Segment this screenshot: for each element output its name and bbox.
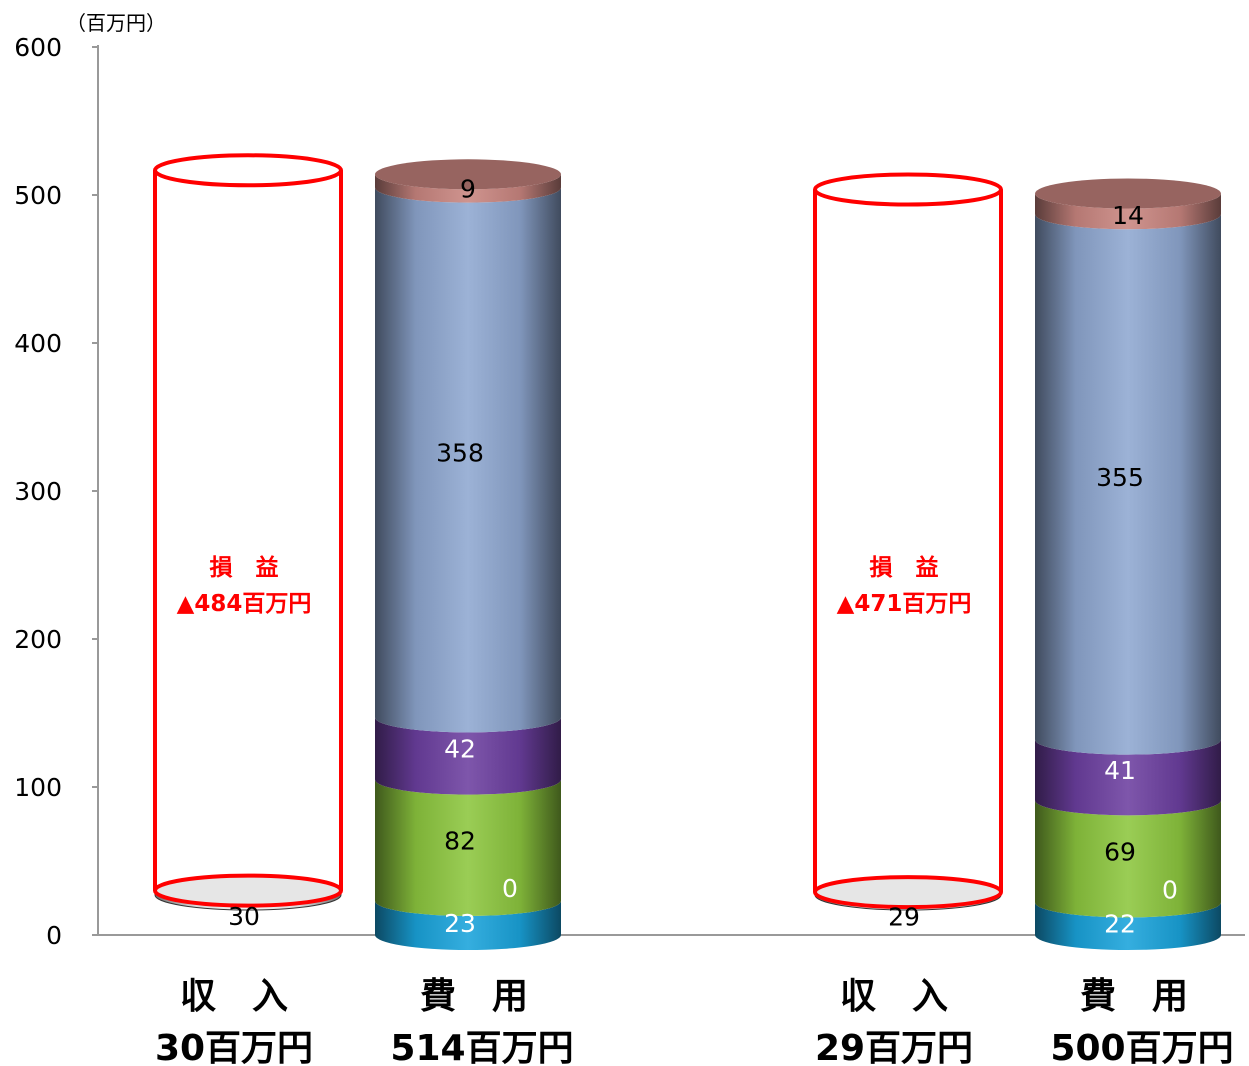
profit-loss-value: ▲471百万円 (837, 591, 972, 617)
expense-data-label: 358 (436, 439, 484, 468)
expense-data-label: 0 (1162, 875, 1178, 904)
y-tick-label: 200 (14, 625, 62, 654)
income-category-title: 収 入 (840, 976, 948, 1017)
expense-segment (375, 779, 561, 916)
expense-segment (1035, 214, 1221, 755)
expense-data-label: 82 (444, 826, 476, 855)
profit-loss-bottom-ellipse (813, 875, 1003, 910)
profit-loss-title: 損 益 (870, 554, 939, 581)
expense-segment (375, 900, 561, 950)
profit-loss-value: ▲484百万円 (177, 591, 312, 617)
income-category-total: 29百万円 (815, 1028, 973, 1066)
expense-category-title: 費 用 (420, 976, 528, 1017)
expense-category-title: 費 用 (1080, 976, 1188, 1017)
expense-data-label: 355 (1096, 463, 1144, 492)
expense-data-label: 23 (444, 909, 476, 938)
expense-data-label: 69 (1104, 837, 1136, 866)
income-data-label: 29 (888, 903, 920, 932)
cylinders-layer (153, 153, 1221, 950)
profit-loss-bottom-ellipse (153, 873, 343, 908)
income-data-label: 30 (228, 902, 260, 931)
income-top-cap (155, 875, 341, 906)
expense-top-cap (375, 159, 561, 190)
y-axis-unit-label: （百万円） (66, 11, 166, 35)
expense-data-label: 9 (460, 175, 476, 204)
expense-category-total: 514百万円 (390, 1028, 573, 1066)
expense-segment (1035, 739, 1221, 816)
y-tick-label: 400 (14, 329, 62, 358)
profit-loss-top-ellipse (153, 153, 343, 188)
expense-segment (1035, 193, 1221, 230)
expense-data-label: 22 (1104, 910, 1136, 939)
income-category-total: 30百万円 (155, 1028, 313, 1066)
y-tick-label: 600 (14, 33, 62, 62)
y-tick-label: 100 (14, 773, 62, 802)
expense-segment (375, 717, 561, 795)
expense-segment (1035, 902, 1221, 950)
y-axis-ticks: 0 100 200 300 400 500 600 (14, 33, 98, 950)
income-category-title: 収 入 (180, 976, 288, 1017)
expense-segment (375, 187, 561, 733)
y-tick-label: 300 (14, 477, 62, 506)
expense-data-label: 41 (1104, 756, 1136, 785)
profit-loss-top-ellipse (813, 172, 1003, 207)
expense-segment (375, 174, 561, 203)
expense-top-cap (1035, 178, 1221, 209)
expense-data-label: 42 (444, 735, 476, 764)
profit-loss-title: 損 益 (210, 554, 279, 581)
expense-data-label: 0 (502, 874, 518, 903)
expense-category-total: 500百万円 (1050, 1028, 1233, 1066)
income-top-cap (815, 877, 1001, 908)
y-tick-label: 500 (14, 181, 62, 210)
expense-data-label: 14 (1112, 201, 1144, 230)
expense-segment (1035, 800, 1221, 918)
y-tick-label: 0 (46, 921, 62, 950)
